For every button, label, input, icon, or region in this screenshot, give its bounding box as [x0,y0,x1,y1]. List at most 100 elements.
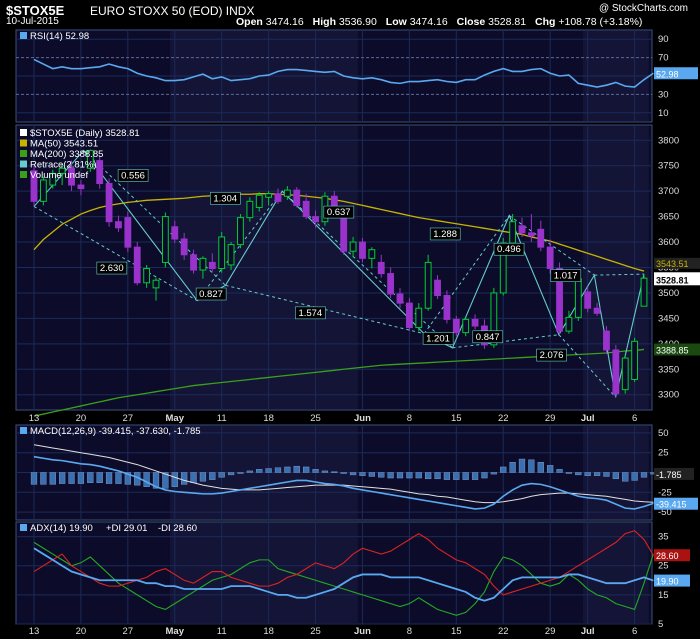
candle-body [527,232,535,237]
close-label: Close [456,16,486,28]
macd-histogram-bar [331,471,338,473]
adx-legend: ADX(14) 19.90 [30,523,93,534]
macd-histogram-bar [462,472,469,480]
macd-hist-tag-label: -1.785 [656,470,682,480]
candle-body [584,291,592,309]
macd-histogram-bar [425,472,432,480]
retrace-dashed-line [558,334,616,398]
retrace-dashed-line [508,215,595,276]
price-legend-item: $STOX5E (Daily) 3528.81 [30,128,140,139]
candle-body [30,170,38,202]
macd-histogram-bar [537,462,544,473]
watermark[interactable]: @ StockCharts.com [598,3,688,14]
high-value: 3536.90 [338,16,377,28]
candle-body [312,216,319,223]
macd-histogram-bar [227,472,235,476]
macd-histogram-bar [406,472,413,479]
candle-body [68,167,75,186]
price-xtick-label: 15 [451,413,462,424]
close-tag-label: 3528.81 [656,275,689,285]
price-xtick-label: 6 [632,413,637,424]
macd-histogram-bar [256,469,263,473]
rsi-tick-label: 90 [658,34,669,45]
candle-body [190,254,197,271]
price-xtick-label: May [166,413,185,424]
macd-histogram-bar [59,472,66,484]
macd-histogram-bar [303,466,310,473]
macd-histogram-bar [631,472,638,481]
macd-histogram-bar [124,472,131,485]
month-band [583,523,649,623]
candle-body [471,318,479,327]
rsi-tick-label: 70 [658,53,669,64]
retrace-label: 0.847 [476,332,500,343]
macd-histogram-bar [500,466,507,473]
candle-body [265,193,273,198]
price-xtick-label: Jul [581,413,595,424]
ma200-tag-label: 3388.85 [656,346,689,356]
candle-body [96,160,104,185]
minus-di-tag-label: 28.60 [656,551,679,561]
price-legend-item: Volume undef [30,170,88,181]
adx-xtick-label: May [166,626,185,637]
candle-body [462,318,470,334]
retrace-dashed-line [196,190,283,301]
price-tick-label: 3450 [658,313,679,324]
macd-tick-label: 50 [658,428,669,439]
macd-histogram-bar [622,472,629,482]
candle-body [171,226,179,240]
price-xtick-label: 27 [123,413,134,424]
month-band [170,523,358,623]
adx-xtick-label: 11 [217,626,227,637]
rsi-tick-label: 30 [658,89,669,100]
macd-histogram-bar [518,458,526,473]
rsi-tick-label: 10 [658,108,669,119]
adx-xtick-label: Jul [581,626,595,637]
candle-body [246,200,254,219]
rsi-value-tag [654,67,698,80]
adx-xtick-label: 20 [76,626,87,637]
adx-xtick-label: 29 [545,626,556,637]
candle-body [640,277,648,307]
macd-histogram-bar [293,465,300,473]
macd-histogram-bar [274,467,282,473]
open-value: 3474.16 [265,16,304,28]
candle-body [283,189,291,197]
macd-legend: MACD(12,26,9) -39.415, -37.630, -1.785 [30,426,201,437]
retrace-label: 1.288 [433,229,457,240]
rsi-line [33,58,654,88]
macd-histogram-bar [96,472,103,483]
retrace-label-box [550,269,582,282]
retrace-label-box [195,287,227,301]
candle-body [255,194,263,208]
adx-xtick-label: 8 [407,626,412,637]
price-xtick-label: 8 [407,413,412,424]
price-tick-label: 3300 [658,390,679,401]
adx-xtick-label: 27 [123,626,134,637]
retrace-label-box [295,306,326,320]
candle-body [537,228,545,248]
macd-line [33,455,654,510]
macd-histogram-bar [77,472,85,484]
retrace-label-box [536,348,567,362]
candle-body [415,307,423,329]
macd-histogram-bar [30,472,38,485]
low-value: 3474.16 [409,16,448,28]
chg-label: Chg [535,16,556,28]
ma50-tag-label: 3543.51 [656,259,689,269]
adx-value-tag-label: 19.90 [656,577,679,587]
candle-body [49,172,57,186]
retrace-label-box [323,205,355,219]
adx-xtick-label: 15 [451,626,462,637]
ohlc-summary: Open 3474.16 High 3536.90 Low 3474.16 Cl… [236,16,648,28]
macd-histogram-bar [368,472,375,477]
macd-histogram-bar [87,472,94,483]
candle-body [368,249,376,259]
price-xtick-label: 29 [545,413,556,424]
macd-histogram-bar [143,472,150,487]
price-legend-swatch [20,129,27,136]
rsi-legend-swatch [20,32,27,39]
macd-histogram-bar [237,472,244,474]
price-legend-item: MA(50) 3543.51 [30,139,98,150]
